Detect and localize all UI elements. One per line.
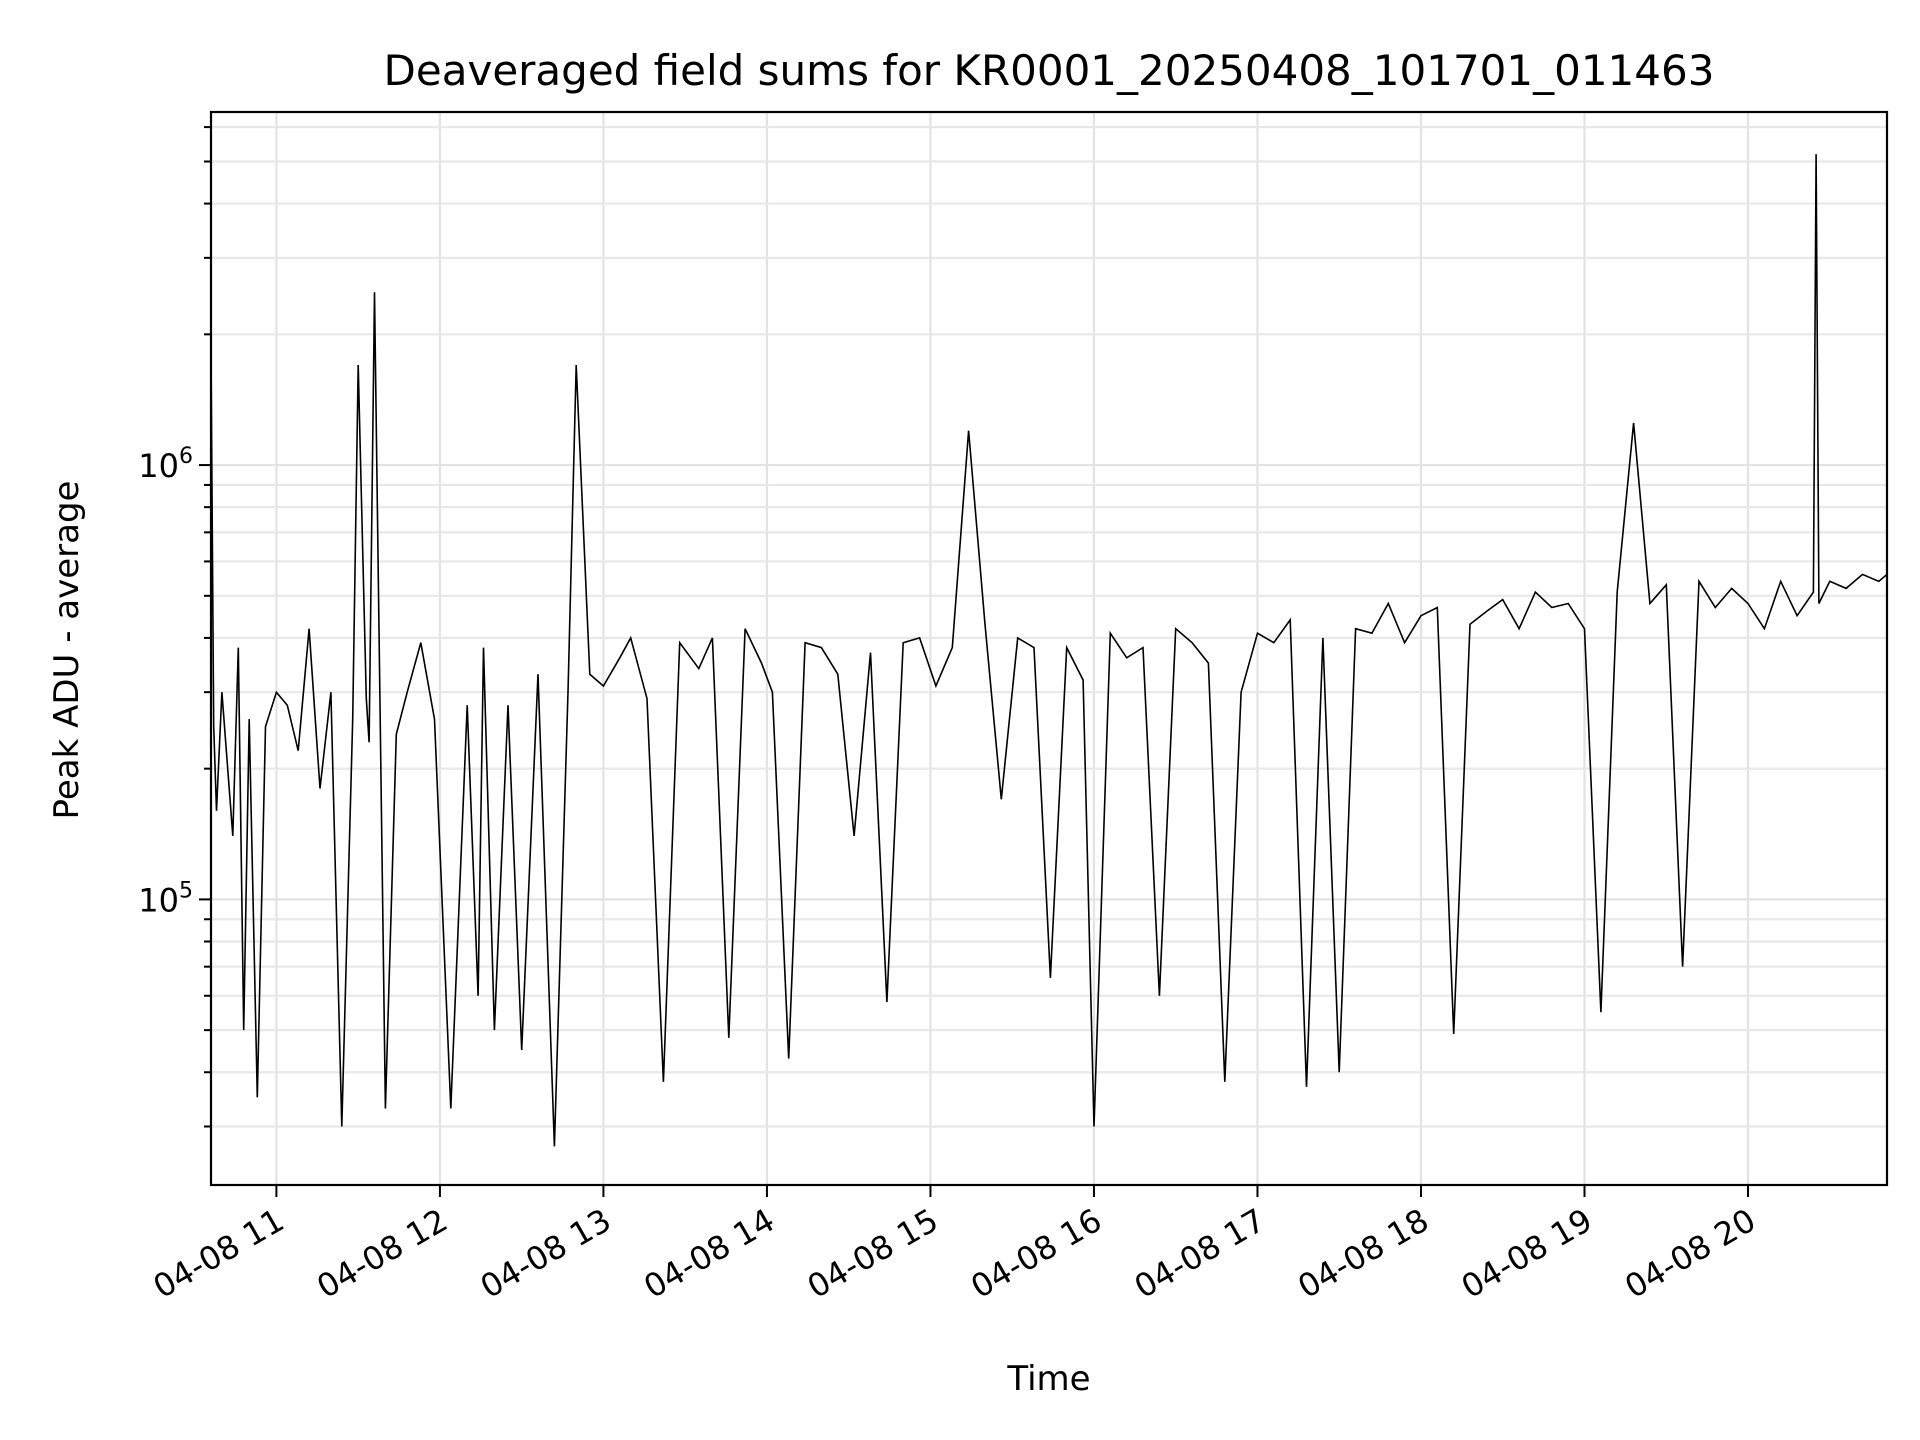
y-axis-label: Peak ADU - average [47,481,87,820]
y-tick-label: 106 [138,444,193,485]
x-tick-label: 04-08 17 [1128,1201,1272,1306]
x-tick-label: 04-08 13 [474,1201,618,1306]
x-tick-label: 04-08 15 [801,1201,945,1306]
x-tick-label: 04-08 20 [1618,1201,1762,1306]
plot-frame [209,110,1889,1187]
x-tick-label: 04-08 12 [310,1201,454,1306]
plot-area [210,154,1888,1147]
x-tick-label: 04-08 14 [637,1201,781,1306]
chart-title: Deaveraged field sums for KR0001_2025040… [384,46,1715,95]
grid [211,112,1887,1185]
x-tick-label: 04-08 19 [1455,1201,1599,1306]
y-tick-label: 105 [138,878,193,919]
axis-ticks: 04-08 11 04-08 12 04-08 13 04-08 14 04-08 15… [138,126,1762,1306]
x-tick-label: 04-08 16 [964,1201,1108,1306]
x-axis-label: Time [1006,1359,1090,1399]
series-line [210,154,1888,1147]
x-tick-label: 04-08 11 [147,1201,291,1306]
x-tick-label: 04-08 18 [1291,1201,1435,1306]
